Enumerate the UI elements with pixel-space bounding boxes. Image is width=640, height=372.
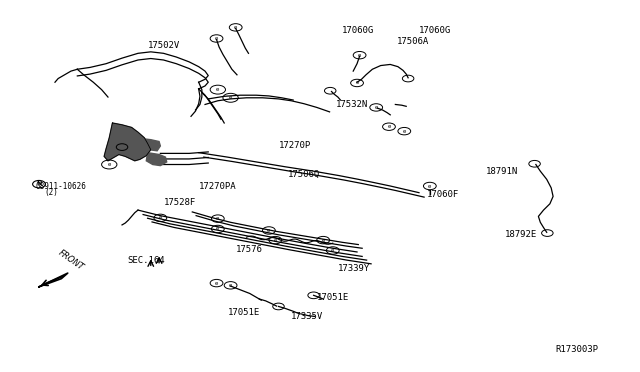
Text: R173003P: R173003P <box>555 345 598 354</box>
Text: e: e <box>355 80 359 86</box>
Text: 17270P: 17270P <box>278 141 311 151</box>
Text: e: e <box>274 238 277 243</box>
Text: e: e <box>216 216 220 221</box>
Text: 08911-10626: 08911-10626 <box>36 182 86 190</box>
Text: 17576: 17576 <box>236 244 262 253</box>
Text: e: e <box>216 87 220 92</box>
Text: e: e <box>229 95 232 100</box>
Polygon shape <box>147 153 167 166</box>
Text: e: e <box>216 227 220 231</box>
Text: 17051E: 17051E <box>317 294 349 302</box>
Text: e: e <box>374 105 378 110</box>
Text: 17506Q: 17506Q <box>288 170 320 179</box>
Text: 17502V: 17502V <box>148 41 180 50</box>
Text: e: e <box>403 129 406 134</box>
Text: e: e <box>108 162 111 167</box>
Text: e: e <box>321 238 325 243</box>
Text: e: e <box>358 53 362 58</box>
Text: 17270PA: 17270PA <box>198 182 236 190</box>
Text: 17532N: 17532N <box>336 100 368 109</box>
Text: e: e <box>229 283 232 288</box>
Text: e: e <box>234 25 237 30</box>
Text: 18792E: 18792E <box>505 230 538 240</box>
Text: 17060F: 17060F <box>428 190 460 199</box>
Text: 17528F: 17528F <box>164 198 196 207</box>
Text: 17060G: 17060G <box>419 26 451 35</box>
Text: 17506A: 17506A <box>397 37 429 46</box>
Text: e: e <box>215 280 218 286</box>
Text: 17339Y: 17339Y <box>338 264 370 273</box>
Text: 18791N: 18791N <box>486 167 518 176</box>
Text: e: e <box>215 36 218 41</box>
Text: FRONT: FRONT <box>57 248 86 273</box>
Text: e: e <box>387 124 390 129</box>
Text: e: e <box>159 215 162 220</box>
Text: 17060G: 17060G <box>342 26 374 35</box>
Text: 17051E: 17051E <box>227 308 260 317</box>
Polygon shape <box>141 138 161 151</box>
Text: e: e <box>268 228 271 233</box>
Text: e: e <box>331 248 335 253</box>
Text: SEC.164: SEC.164 <box>127 256 164 265</box>
Text: N: N <box>36 181 42 186</box>
Text: 17335V: 17335V <box>291 312 323 321</box>
Text: e: e <box>428 183 431 189</box>
Polygon shape <box>104 123 151 161</box>
Text: (2): (2) <box>44 188 58 197</box>
